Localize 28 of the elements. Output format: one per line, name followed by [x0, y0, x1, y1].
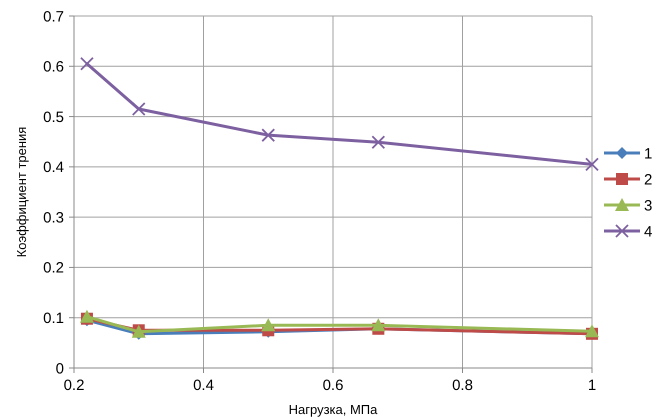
- legend-label: 3: [644, 197, 652, 214]
- y-tick-label: 0.3: [43, 209, 64, 226]
- y-tick-label: 0.5: [43, 108, 64, 126]
- y-tick-label: 0.6: [43, 58, 64, 76]
- point: [585, 324, 599, 338]
- point: [371, 318, 386, 332]
- x-tick-label: 0.8: [452, 377, 473, 394]
- point: [261, 128, 276, 142]
- x-tick-label: 0.2: [64, 377, 84, 394]
- y-tick-label: 0: [56, 360, 64, 378]
- x-axis-title: Нагрузка, МПа: [288, 402, 378, 417]
- point: [80, 56, 94, 71]
- x-tick-label: 0.6: [322, 377, 344, 394]
- y-tick-label: 0.7: [43, 8, 64, 26]
- y-tick-label: 0.4: [43, 159, 64, 176]
- y-axis-title: Коэффициент трения: [14, 126, 29, 258]
- legend-label: 2: [644, 171, 652, 188]
- point: [585, 157, 599, 172]
- point: [371, 135, 386, 150]
- y-tick-label: 0.1: [43, 310, 64, 327]
- x-tick-label: 0.4: [193, 377, 214, 394]
- x-tick-label: 1: [588, 377, 596, 394]
- y-tick-label: 0.2: [43, 260, 64, 277]
- point: [80, 310, 94, 323]
- point: [132, 102, 146, 116]
- legend-label: 1: [644, 145, 652, 162]
- legend-label: 4: [644, 223, 652, 240]
- point: [261, 318, 276, 332]
